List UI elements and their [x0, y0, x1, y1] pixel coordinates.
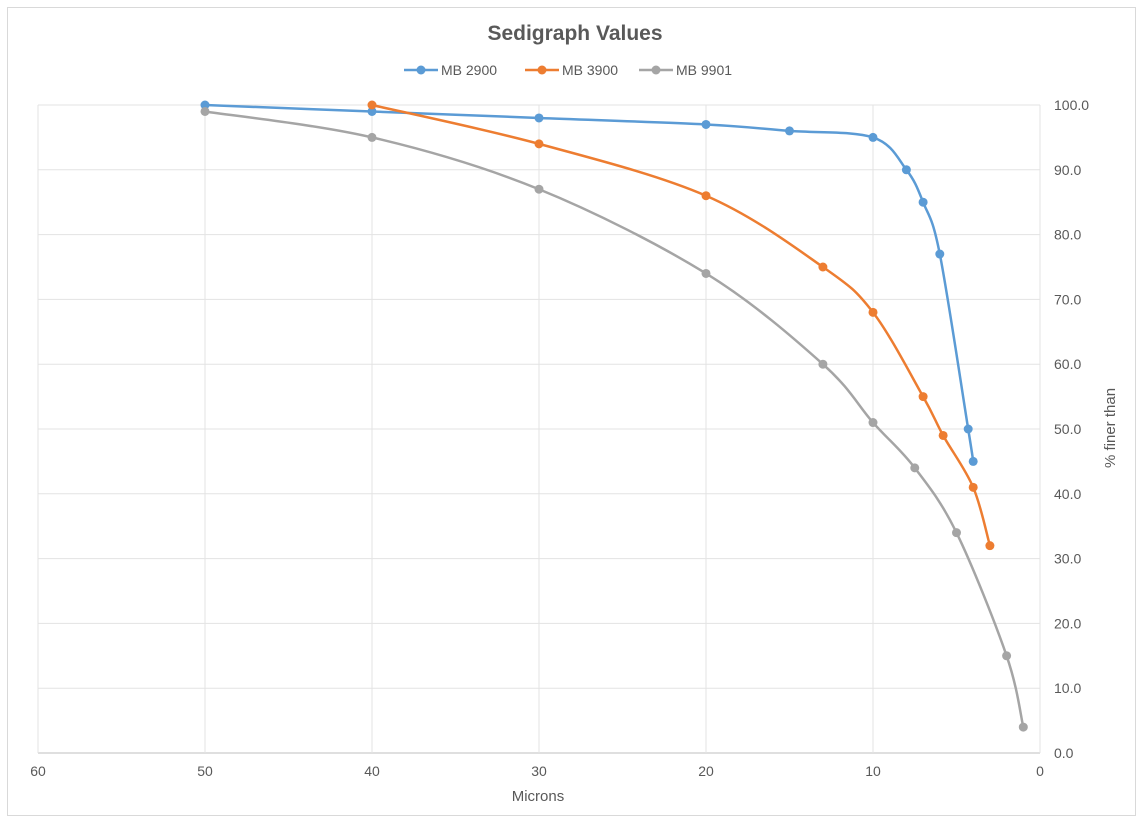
y-tick-label: 40.0	[1054, 486, 1081, 502]
data-point	[1002, 651, 1012, 661]
legend-item: MB 9901	[639, 62, 732, 78]
x-tick-label: 20	[698, 763, 714, 779]
legend-label: MB 3900	[562, 62, 618, 78]
series-group	[200, 100, 1028, 732]
x-tick-label: 0	[1036, 763, 1044, 779]
data-point	[818, 262, 828, 272]
series-line	[204, 110, 1025, 728]
data-point	[901, 165, 911, 175]
legend-label: MB 9901	[676, 62, 732, 78]
y-tick-label: 90.0	[1054, 162, 1081, 178]
x-tick-label: 50	[197, 763, 213, 779]
data-point	[785, 126, 794, 136]
gridlines	[37, 104, 1041, 754]
chart-frame	[7, 7, 1136, 816]
chart-title: Sedigraph Values	[487, 22, 662, 45]
y-tick-label: 100.0	[1054, 97, 1089, 113]
data-point	[963, 424, 973, 434]
x-axis-label: Microns	[512, 788, 565, 805]
legend-swatch-marker	[537, 65, 547, 75]
data-point	[534, 139, 544, 149]
data-point	[367, 100, 377, 110]
data-point	[868, 307, 878, 317]
series-line	[371, 103, 992, 546]
data-point	[918, 197, 928, 207]
data-point	[868, 132, 878, 142]
series-mb-9901	[200, 106, 1028, 732]
data-point	[968, 482, 978, 492]
data-point	[534, 113, 544, 123]
data-point	[1018, 722, 1028, 732]
data-point	[701, 191, 711, 201]
series-mb-2900	[200, 100, 978, 466]
y-tick-label: 20.0	[1054, 615, 1081, 631]
data-point	[367, 106, 377, 116]
x-tick-label: 60	[30, 763, 46, 779]
y-tick-label: 70.0	[1054, 291, 1081, 307]
x-tick-label: 10	[865, 763, 881, 779]
legend-swatch-marker	[416, 65, 426, 75]
y-tick-label: 0.0	[1054, 745, 1074, 761]
series-line	[204, 103, 975, 462]
series-mb-3900	[367, 100, 995, 551]
data-point	[910, 463, 920, 473]
data-point	[868, 418, 878, 428]
legend-label: MB 2900	[441, 62, 497, 78]
data-point	[968, 456, 978, 466]
data-point	[534, 184, 544, 194]
data-point	[952, 528, 961, 538]
data-point	[701, 119, 711, 129]
data-point	[200, 100, 210, 110]
y-tick-label: 60.0	[1054, 356, 1081, 372]
data-point	[818, 359, 828, 369]
legend-item: MB 3900	[525, 62, 618, 78]
legend: MB 2900 MB 3900 MB 9901	[404, 62, 732, 78]
data-point	[367, 132, 377, 142]
data-point	[701, 268, 711, 278]
legend-swatch-marker	[651, 65, 661, 75]
y-tick-label: 10.0	[1054, 680, 1081, 696]
legend-item: MB 2900	[404, 62, 497, 78]
y-tick-label: 30.0	[1054, 551, 1081, 567]
x-tick-label: 40	[364, 763, 380, 779]
y-tick-label: 80.0	[1054, 227, 1081, 243]
x-tick-labels: 60 50 40 30 20 10 0	[30, 763, 1044, 779]
data-point	[938, 430, 948, 440]
data-point	[985, 541, 995, 551]
data-point	[200, 106, 210, 116]
data-point	[935, 249, 945, 259]
y-axis-label: % finer than	[1102, 388, 1119, 468]
y-tick-label: 50.0	[1054, 421, 1081, 437]
y-tick-labels: 0.0 10.0 20.0 30.0 40.0 50.0 60.0 70.0 80.0 90.0 1…	[1054, 97, 1089, 761]
data-point	[918, 392, 928, 402]
x-tick-label: 30	[531, 763, 547, 779]
